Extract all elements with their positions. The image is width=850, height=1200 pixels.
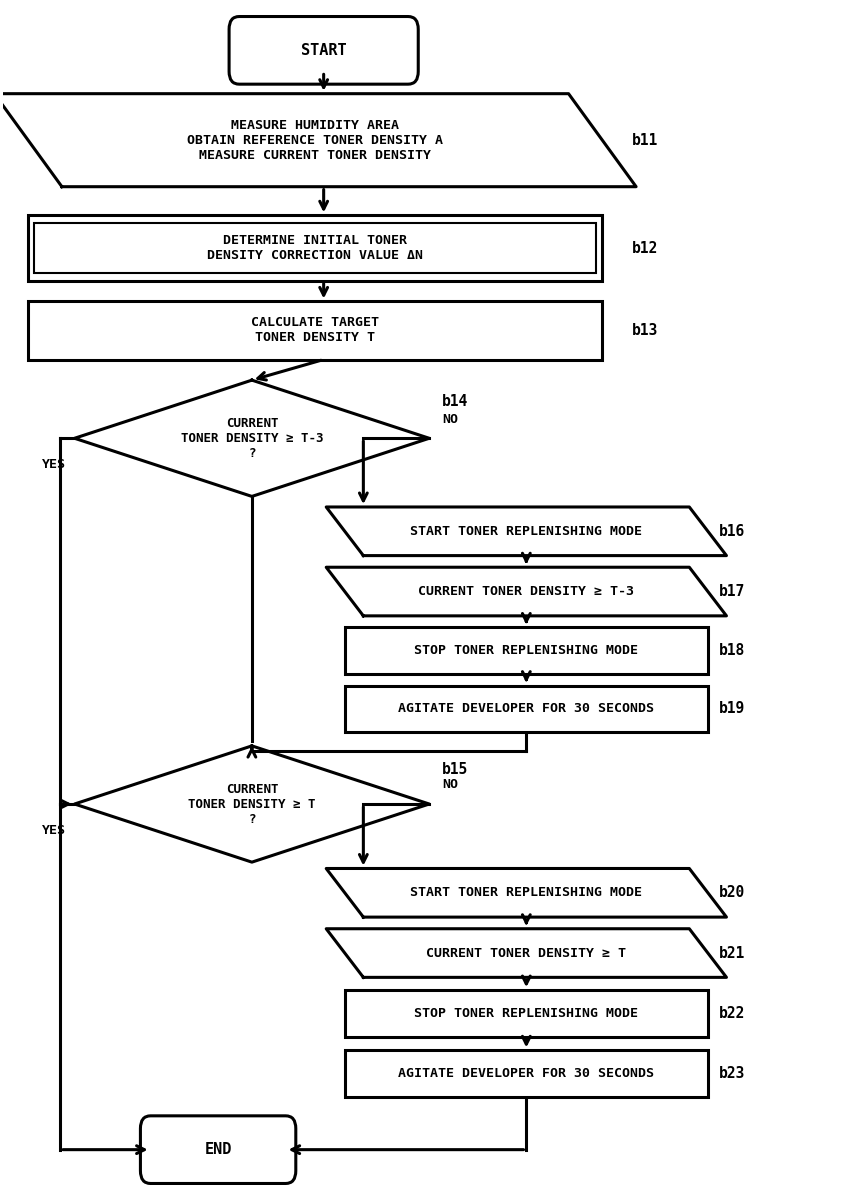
Bar [345,685,708,732]
Text: YES: YES [42,458,66,472]
Text: CURRENT
TONER DENSITY ≥ T-3
?: CURRENT TONER DENSITY ≥ T-3 ? [181,416,323,460]
Text: CURRENT TONER DENSITY ≥ T-3: CURRENT TONER DENSITY ≥ T-3 [418,586,634,598]
Text: START TONER REPLENISHING MODE: START TONER REPLENISHING MODE [411,524,643,538]
Bar [345,1050,708,1097]
Polygon shape [75,746,429,862]
Text: b23: b23 [719,1066,745,1081]
Polygon shape [0,94,636,187]
Bar [34,223,597,274]
Text: b19: b19 [719,701,745,716]
Text: b11: b11 [632,133,658,148]
Text: DETERMINE INITIAL TONER
DENSITY CORRECTION VALUE ΔN: DETERMINE INITIAL TONER DENSITY CORRECTI… [207,234,423,262]
Text: b22: b22 [719,1006,745,1021]
Text: b14: b14 [442,394,468,409]
Text: END: END [204,1142,232,1157]
Text: AGITATE DEVELOPER FOR 30 SECONDS: AGITATE DEVELOPER FOR 30 SECONDS [399,702,654,715]
Text: b21: b21 [719,946,745,960]
Text: NO: NO [442,779,458,791]
Text: STOP TONER REPLENISHING MODE: STOP TONER REPLENISHING MODE [414,1007,638,1020]
Text: b17: b17 [719,584,745,599]
Text: CALCULATE TARGET
TONER DENSITY T: CALCULATE TARGET TONER DENSITY T [252,317,379,344]
Text: YES: YES [42,824,66,836]
Text: b16: b16 [719,523,745,539]
Text: b12: b12 [632,240,658,256]
Polygon shape [326,506,727,556]
Polygon shape [75,380,429,497]
Bar [345,990,708,1037]
Text: NO: NO [442,413,458,426]
Text: START TONER REPLENISHING MODE: START TONER REPLENISHING MODE [411,887,643,899]
Bar [345,628,708,674]
Bar [28,301,603,360]
Bar [28,215,603,281]
FancyBboxPatch shape [140,1116,296,1183]
Text: b18: b18 [719,643,745,659]
Text: START: START [301,43,347,58]
Text: AGITATE DEVELOPER FOR 30 SECONDS: AGITATE DEVELOPER FOR 30 SECONDS [399,1067,654,1080]
Text: b15: b15 [442,762,468,776]
Polygon shape [326,929,727,977]
Polygon shape [326,568,727,616]
Text: STOP TONER REPLENISHING MODE: STOP TONER REPLENISHING MODE [414,644,638,658]
Text: CURRENT
TONER DENSITY ≥ T
?: CURRENT TONER DENSITY ≥ T ? [188,782,315,826]
FancyBboxPatch shape [230,17,418,84]
Text: MEASURE HUMIDITY AREA
OBTAIN REFERENCE TONER DENSITY A
MEASURE CURRENT TONER DEN: MEASURE HUMIDITY AREA OBTAIN REFERENCE T… [187,119,443,162]
Text: b13: b13 [632,323,658,338]
Text: b20: b20 [719,886,745,900]
Text: CURRENT TONER DENSITY ≥ T: CURRENT TONER DENSITY ≥ T [427,947,626,960]
Polygon shape [326,869,727,917]
